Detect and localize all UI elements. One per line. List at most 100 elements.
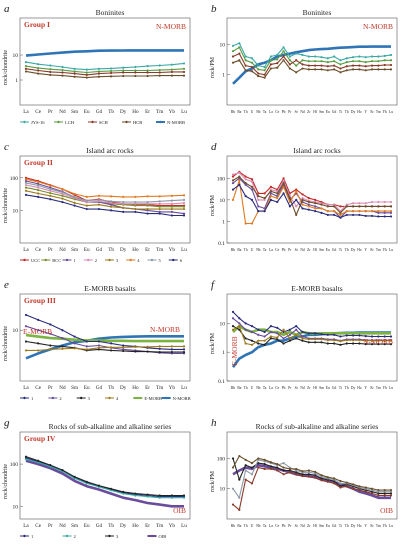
data-point [257, 328, 260, 331]
data-point [244, 64, 247, 67]
data-point [250, 188, 254, 191]
y-axis-label: rock/chondrite [3, 50, 9, 85]
y-tick-label: 10 [13, 328, 19, 334]
panel-h: h Rocks of sub-alkaline and alkaline seri… [210, 417, 398, 528]
data-point [61, 194, 64, 197]
data-point [326, 69, 329, 72]
data-point [146, 207, 149, 211]
x-tick-label: Ho [132, 109, 139, 115]
panel-letter: a [4, 3, 10, 15]
x-tick-label: Ta [263, 248, 267, 252]
data-point [377, 211, 380, 214]
series-line-5 [25, 182, 185, 203]
data-point [122, 346, 125, 349]
data-point [257, 210, 260, 213]
x-tick-label: Sm [71, 385, 78, 391]
data-point [109, 203, 113, 206]
data-point [85, 207, 88, 211]
data-point [257, 198, 260, 201]
x-tick-label: Lu [181, 109, 187, 115]
data-point [238, 183, 241, 186]
data-point [49, 188, 52, 191]
x-tick-label: Yb [169, 247, 176, 253]
data-point [37, 188, 40, 192]
data-point [182, 194, 186, 197]
x-tick-label: Nd [300, 248, 305, 252]
x-tick-label: Gd [332, 386, 337, 390]
data-point [257, 75, 260, 78]
x-tick-label: Pb [282, 386, 286, 390]
x-tick-label: Lu [181, 523, 187, 529]
data-point [314, 198, 317, 201]
x-tick-label: Pr [288, 110, 292, 114]
x-tick-label: Yb [169, 109, 176, 115]
y-axis-label: rock/PM [210, 194, 216, 216]
x-tick-label: Pb [282, 524, 286, 528]
plot-frame [19, 155, 191, 244]
data-point [97, 344, 101, 347]
data-point [358, 55, 361, 58]
x-tick-label: Er [145, 523, 150, 529]
data-point [182, 214, 186, 217]
data-point [122, 210, 125, 213]
data-point [97, 194, 101, 197]
data-point [24, 186, 28, 189]
data-point [383, 68, 386, 71]
x-tick-label: Ho [132, 385, 139, 391]
data-point [231, 328, 235, 331]
legend-label: 1 [31, 534, 33, 539]
x-tick-label: Zr [307, 248, 311, 252]
data-point [339, 216, 342, 219]
x-tick-label: Sr [295, 248, 299, 252]
data-point [37, 184, 40, 187]
data-point [339, 205, 342, 208]
data-point [339, 482, 342, 485]
data-point [250, 70, 254, 73]
data-point [377, 210, 380, 213]
data-point [320, 60, 323, 63]
series-line-2 [25, 458, 184, 499]
x-tick-label: Eu [326, 386, 330, 390]
data-point [358, 342, 361, 345]
x-tick-label: Dy [351, 110, 356, 114]
panel-letter: f [211, 279, 216, 291]
data-point [61, 191, 64, 194]
x-tick-label: La [269, 248, 273, 252]
data-point [238, 454, 241, 458]
data-point [333, 210, 336, 213]
x-tick-label: Zr [307, 386, 311, 390]
data-point [295, 325, 298, 328]
x-tick-label: Pr [288, 524, 292, 528]
x-tick-label: U [251, 524, 254, 528]
data-point [250, 343, 254, 346]
x-tick-label: Er [370, 524, 374, 528]
legend-label: N-MORB [167, 120, 185, 125]
x-tick-label: Zr [307, 524, 311, 528]
data-point [307, 473, 310, 476]
data-point [263, 343, 266, 346]
series-line-n-morb [232, 45, 391, 85]
panel-a: a Boninites Group I rock/chondrite 10 1 La Ce Pr… [3, 3, 191, 125]
data-point [49, 323, 52, 326]
x-tick-label: Er [145, 247, 150, 253]
data-point [282, 46, 285, 49]
legend-marker [150, 258, 154, 262]
x-tick-label: Eu [84, 247, 90, 253]
y-tick-label: 0.1 [218, 379, 225, 385]
legend-marker [44, 258, 47, 262]
data-point [320, 207, 323, 210]
x-tick-label: Rb [231, 386, 235, 390]
data-point [146, 71, 149, 74]
data-point [134, 207, 137, 211]
data-point [333, 213, 336, 217]
series-line-6 [25, 194, 184, 217]
x-tick-label: Nd [59, 385, 66, 391]
data-point [364, 56, 367, 59]
data-point [73, 195, 76, 198]
x-tick-label: Th [244, 248, 248, 252]
x-tick-label: U [251, 386, 254, 390]
data-point [61, 192, 64, 196]
x-tick-label: Sm [71, 523, 78, 529]
data-point [263, 339, 266, 342]
x-tick-label: Th [244, 524, 248, 528]
